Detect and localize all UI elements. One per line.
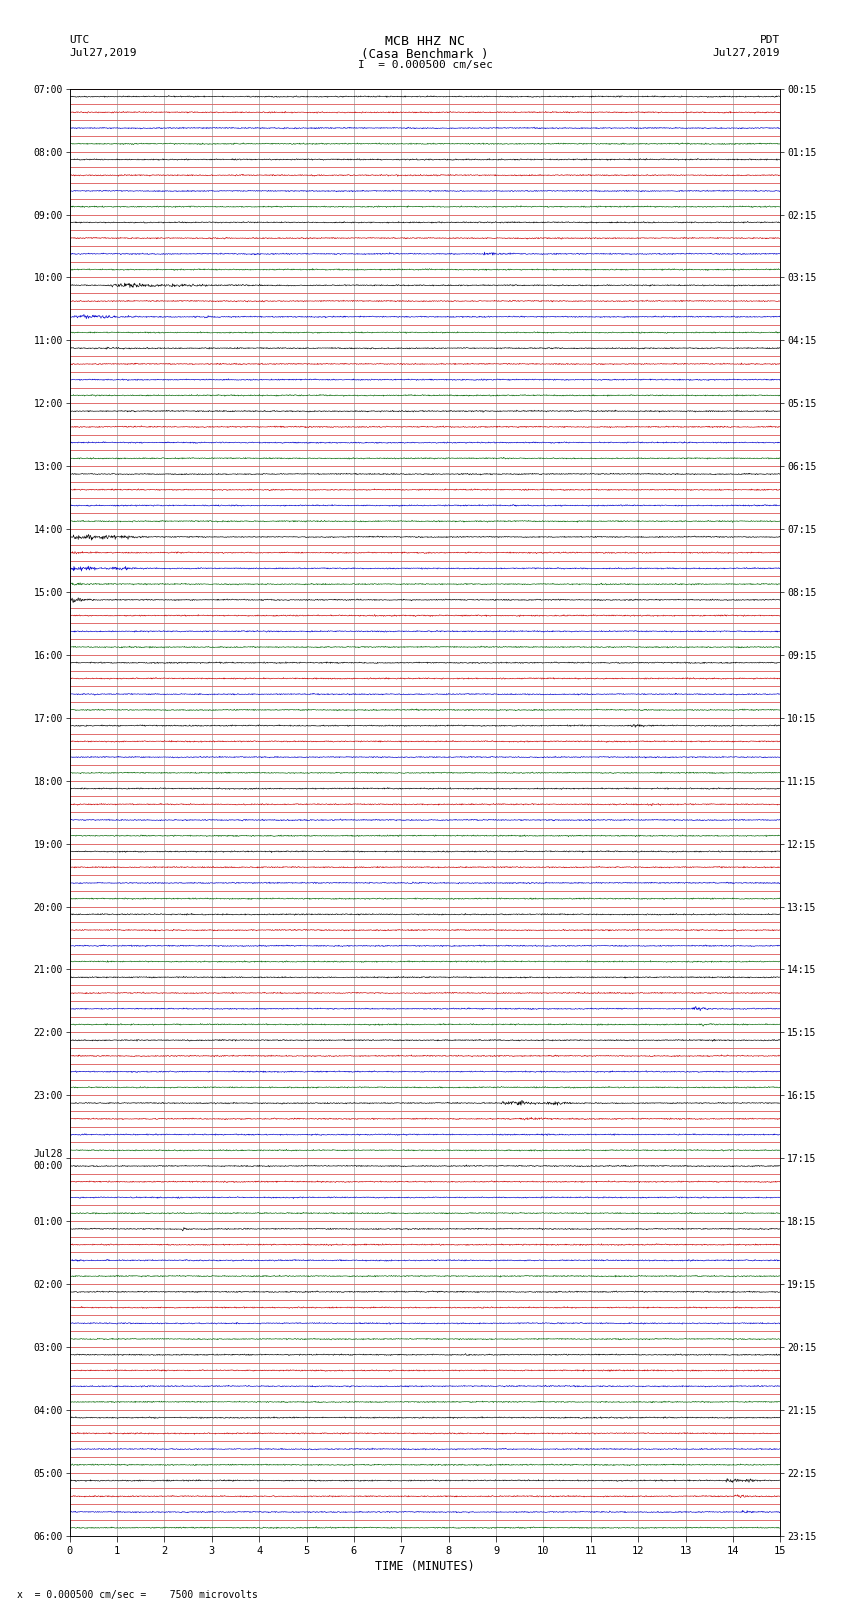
Text: I  = 0.000500 cm/sec: I = 0.000500 cm/sec [358, 60, 492, 71]
Text: Jul27,2019: Jul27,2019 [70, 47, 137, 58]
X-axis label: TIME (MINUTES): TIME (MINUTES) [375, 1560, 475, 1573]
Text: PDT: PDT [760, 35, 780, 45]
Text: MCB HHZ NC: MCB HHZ NC [385, 35, 465, 48]
Text: Jul27,2019: Jul27,2019 [713, 47, 780, 58]
Text: UTC: UTC [70, 35, 90, 45]
Text: x  = 0.000500 cm/sec =    7500 microvolts: x = 0.000500 cm/sec = 7500 microvolts [17, 1590, 258, 1600]
Text: (Casa Benchmark ): (Casa Benchmark ) [361, 47, 489, 61]
